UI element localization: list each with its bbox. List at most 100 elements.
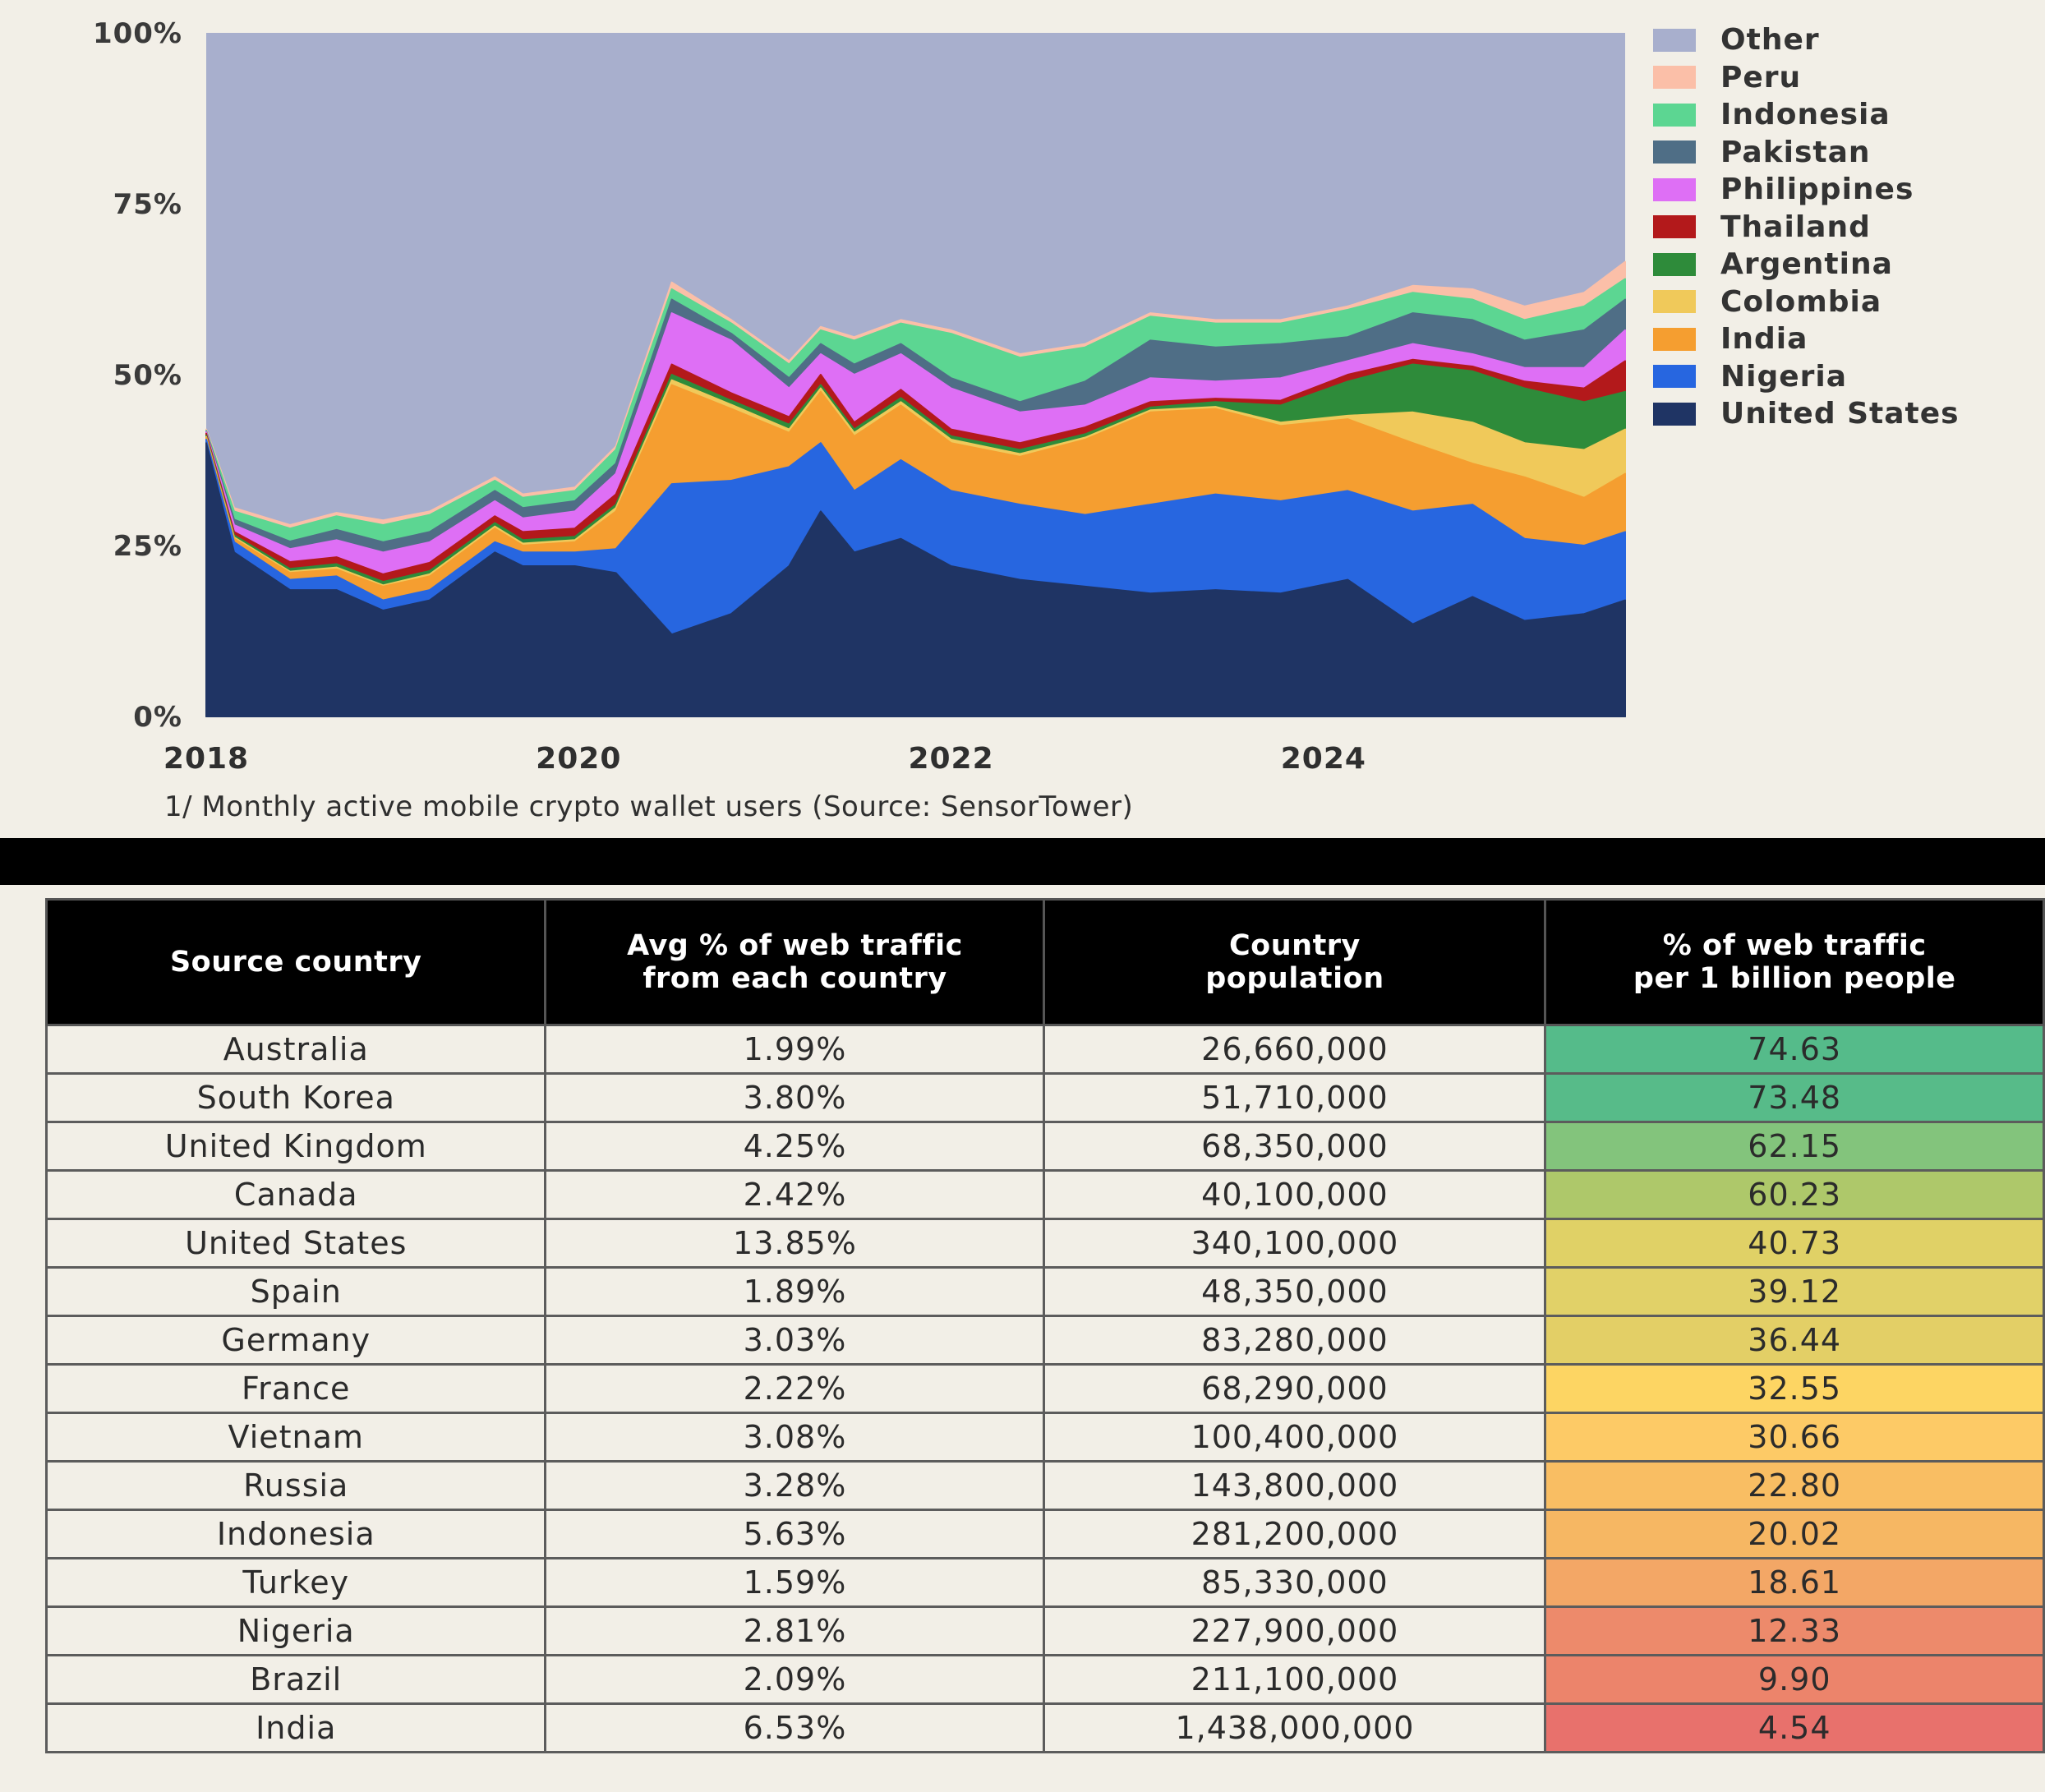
y-tick-label: 0% xyxy=(133,701,182,734)
cell-population: 227,900,000 xyxy=(1043,1605,1547,1656)
cell-country: Spain xyxy=(44,1266,547,1317)
legend-item-other: Other xyxy=(1653,21,1960,59)
chart-panel: 0% 25% 50% 75% 100% 2018 2020 2022 2024 1/ Mont… xyxy=(0,0,2045,838)
cell-population: 68,350,000 xyxy=(1043,1121,1547,1172)
legend-swatch xyxy=(1653,66,1696,90)
cell-per-billion: 9.90 xyxy=(1544,1654,2045,1705)
cell-population: 85,330,000 xyxy=(1043,1557,1547,1608)
legend-swatch xyxy=(1653,365,1696,389)
x-tick-label: 2020 xyxy=(536,742,621,776)
y-tick-label: 25% xyxy=(113,530,182,563)
cell-population: 143,800,000 xyxy=(1043,1460,1547,1511)
cell-avg-traffic: 1.59% xyxy=(544,1557,1046,1608)
column-header-2: Avg % of web traffic from each country xyxy=(544,898,1046,1026)
cell-per-billion: 60.23 xyxy=(1544,1169,2045,1220)
cell-per-billion: 18.61 xyxy=(1544,1557,2045,1608)
table-row: Germany 3.03% 83,280,000 36.44 xyxy=(44,1315,2045,1366)
cell-country: Indonesia xyxy=(44,1509,547,1559)
cell-per-billion: 62.15 xyxy=(1544,1121,2045,1172)
cell-population: 281,200,000 xyxy=(1043,1509,1547,1559)
legend-item-peru: Peru xyxy=(1653,59,1960,97)
column-header-4: % of web traffic per 1 billion people xyxy=(1544,898,2045,1026)
legend-item-pakistan: Pakistan xyxy=(1653,134,1960,172)
legend-label: Indonesia xyxy=(1720,98,1891,132)
cell-population: 83,280,000 xyxy=(1043,1315,1547,1366)
x-axis-ticks: 2018 2020 2022 2024 xyxy=(164,742,1366,776)
table-row: Russia 3.28% 143,800,000 22.80 xyxy=(44,1460,2045,1511)
legend-swatch xyxy=(1653,327,1696,351)
area-layers xyxy=(205,33,1626,717)
cell-avg-traffic: 2.81% xyxy=(544,1605,1046,1656)
cell-country: United States xyxy=(44,1218,547,1269)
cell-per-billion: 4.54 xyxy=(1544,1702,2045,1753)
legend-label: United States xyxy=(1720,397,1960,431)
table-row: Indonesia 5.63% 281,200,000 20.02 xyxy=(44,1509,2045,1559)
legend-swatch xyxy=(1653,252,1696,276)
legend-item-nigeria: Nigeria xyxy=(1653,358,1960,396)
y-tick-label: 100% xyxy=(93,17,182,50)
cell-country: Russia xyxy=(44,1460,547,1511)
cell-per-billion: 12.33 xyxy=(1544,1605,2045,1656)
cell-country: South Korea xyxy=(44,1072,547,1123)
cell-avg-traffic: 1.99% xyxy=(544,1024,1046,1075)
cell-population: 211,100,000 xyxy=(1043,1654,1547,1705)
table-row: India 6.53% 1,438,000,000 4.54 xyxy=(44,1702,2045,1753)
cell-country: Australia xyxy=(44,1024,547,1075)
legend-item-argentina: Argentina xyxy=(1653,246,1960,283)
cell-per-billion: 20.02 xyxy=(1544,1509,2045,1559)
legend-swatch xyxy=(1653,103,1696,127)
table-row: Brazil 2.09% 211,100,000 9.90 xyxy=(44,1654,2045,1705)
cell-per-billion: 40.73 xyxy=(1544,1218,2045,1269)
table-row: United Kingdom 4.25% 68,350,000 62.15 xyxy=(44,1121,2045,1172)
legend-swatch xyxy=(1653,215,1696,239)
legend-item-united-states: United States xyxy=(1653,395,1960,433)
cell-country: Vietnam xyxy=(44,1412,547,1463)
legend-label: Peru xyxy=(1720,60,1802,94)
legend-swatch xyxy=(1653,290,1696,314)
chart-caption: 1/ Monthly active mobile crypto wallet u… xyxy=(164,790,1133,823)
cell-avg-traffic: 3.28% xyxy=(544,1460,1046,1511)
legend-label: Other xyxy=(1720,23,1820,58)
cell-avg-traffic: 13.85% xyxy=(544,1218,1046,1269)
legend-label: Argentina xyxy=(1720,247,1893,282)
cell-avg-traffic: 3.80% xyxy=(544,1072,1046,1123)
cell-avg-traffic: 1.89% xyxy=(544,1266,1046,1317)
table-row: United States 13.85% 340,100,000 40.73 xyxy=(44,1218,2045,1269)
cell-per-billion: 74.63 xyxy=(1544,1024,2045,1075)
cell-per-billion: 39.12 xyxy=(1544,1266,2045,1317)
cell-population: 48,350,000 xyxy=(1043,1266,1547,1317)
cell-country: India xyxy=(44,1702,547,1753)
table-row: Vietnam 3.08% 100,400,000 30.66 xyxy=(44,1412,2045,1463)
cell-population: 100,400,000 xyxy=(1043,1412,1547,1463)
cell-per-billion: 36.44 xyxy=(1544,1315,2045,1366)
legend-label: Colombia xyxy=(1720,284,1882,319)
column-header-1: Source country xyxy=(44,898,547,1026)
legend-item-philippines: Philippines xyxy=(1653,171,1960,209)
cell-avg-traffic: 3.08% xyxy=(544,1412,1046,1463)
cell-avg-traffic: 2.09% xyxy=(544,1654,1046,1705)
column-header-3: Country population xyxy=(1043,898,1547,1026)
cell-country: Nigeria xyxy=(44,1605,547,1656)
legend-label: Philippines xyxy=(1720,173,1914,207)
legend-swatch xyxy=(1653,141,1696,164)
stacked-area-chart: 0% 25% 50% 75% 100% 2018 2020 2022 2024 1/ Mont… xyxy=(93,17,1626,823)
cell-country: United Kingdom xyxy=(44,1121,547,1172)
area-united-states xyxy=(205,442,1626,717)
legend-label: Thailand xyxy=(1720,210,1871,244)
legend-label: Nigeria xyxy=(1720,359,1848,394)
table-row: Nigeria 2.81% 227,900,000 12.33 xyxy=(44,1605,2045,1656)
cell-per-billion: 22.80 xyxy=(1544,1460,2045,1511)
y-tick-label: 75% xyxy=(113,188,182,221)
cell-population: 51,710,000 xyxy=(1043,1072,1547,1123)
traffic-table-container: Source country Avg % of web traffic from e… xyxy=(44,898,2045,1753)
legend-item-indonesia: Indonesia xyxy=(1653,96,1960,134)
legend-label: Pakistan xyxy=(1720,135,1871,169)
cell-country: Germany xyxy=(44,1315,547,1366)
table-row: France 2.22% 68,290,000 32.55 xyxy=(44,1363,2045,1414)
table-row: Turkey 1.59% 85,330,000 18.61 xyxy=(44,1557,2045,1608)
cell-per-billion: 73.48 xyxy=(1544,1072,2045,1123)
x-tick-label: 2022 xyxy=(908,742,993,776)
cell-country: Brazil xyxy=(44,1654,547,1705)
cell-per-billion: 30.66 xyxy=(1544,1412,2045,1463)
cell-avg-traffic: 6.53% xyxy=(544,1702,1046,1753)
